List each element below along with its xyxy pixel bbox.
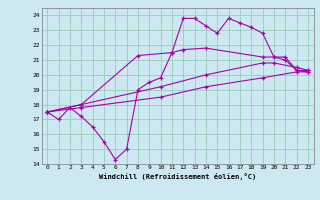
X-axis label: Windchill (Refroidissement éolien,°C): Windchill (Refroidissement éolien,°C): [99, 173, 256, 180]
